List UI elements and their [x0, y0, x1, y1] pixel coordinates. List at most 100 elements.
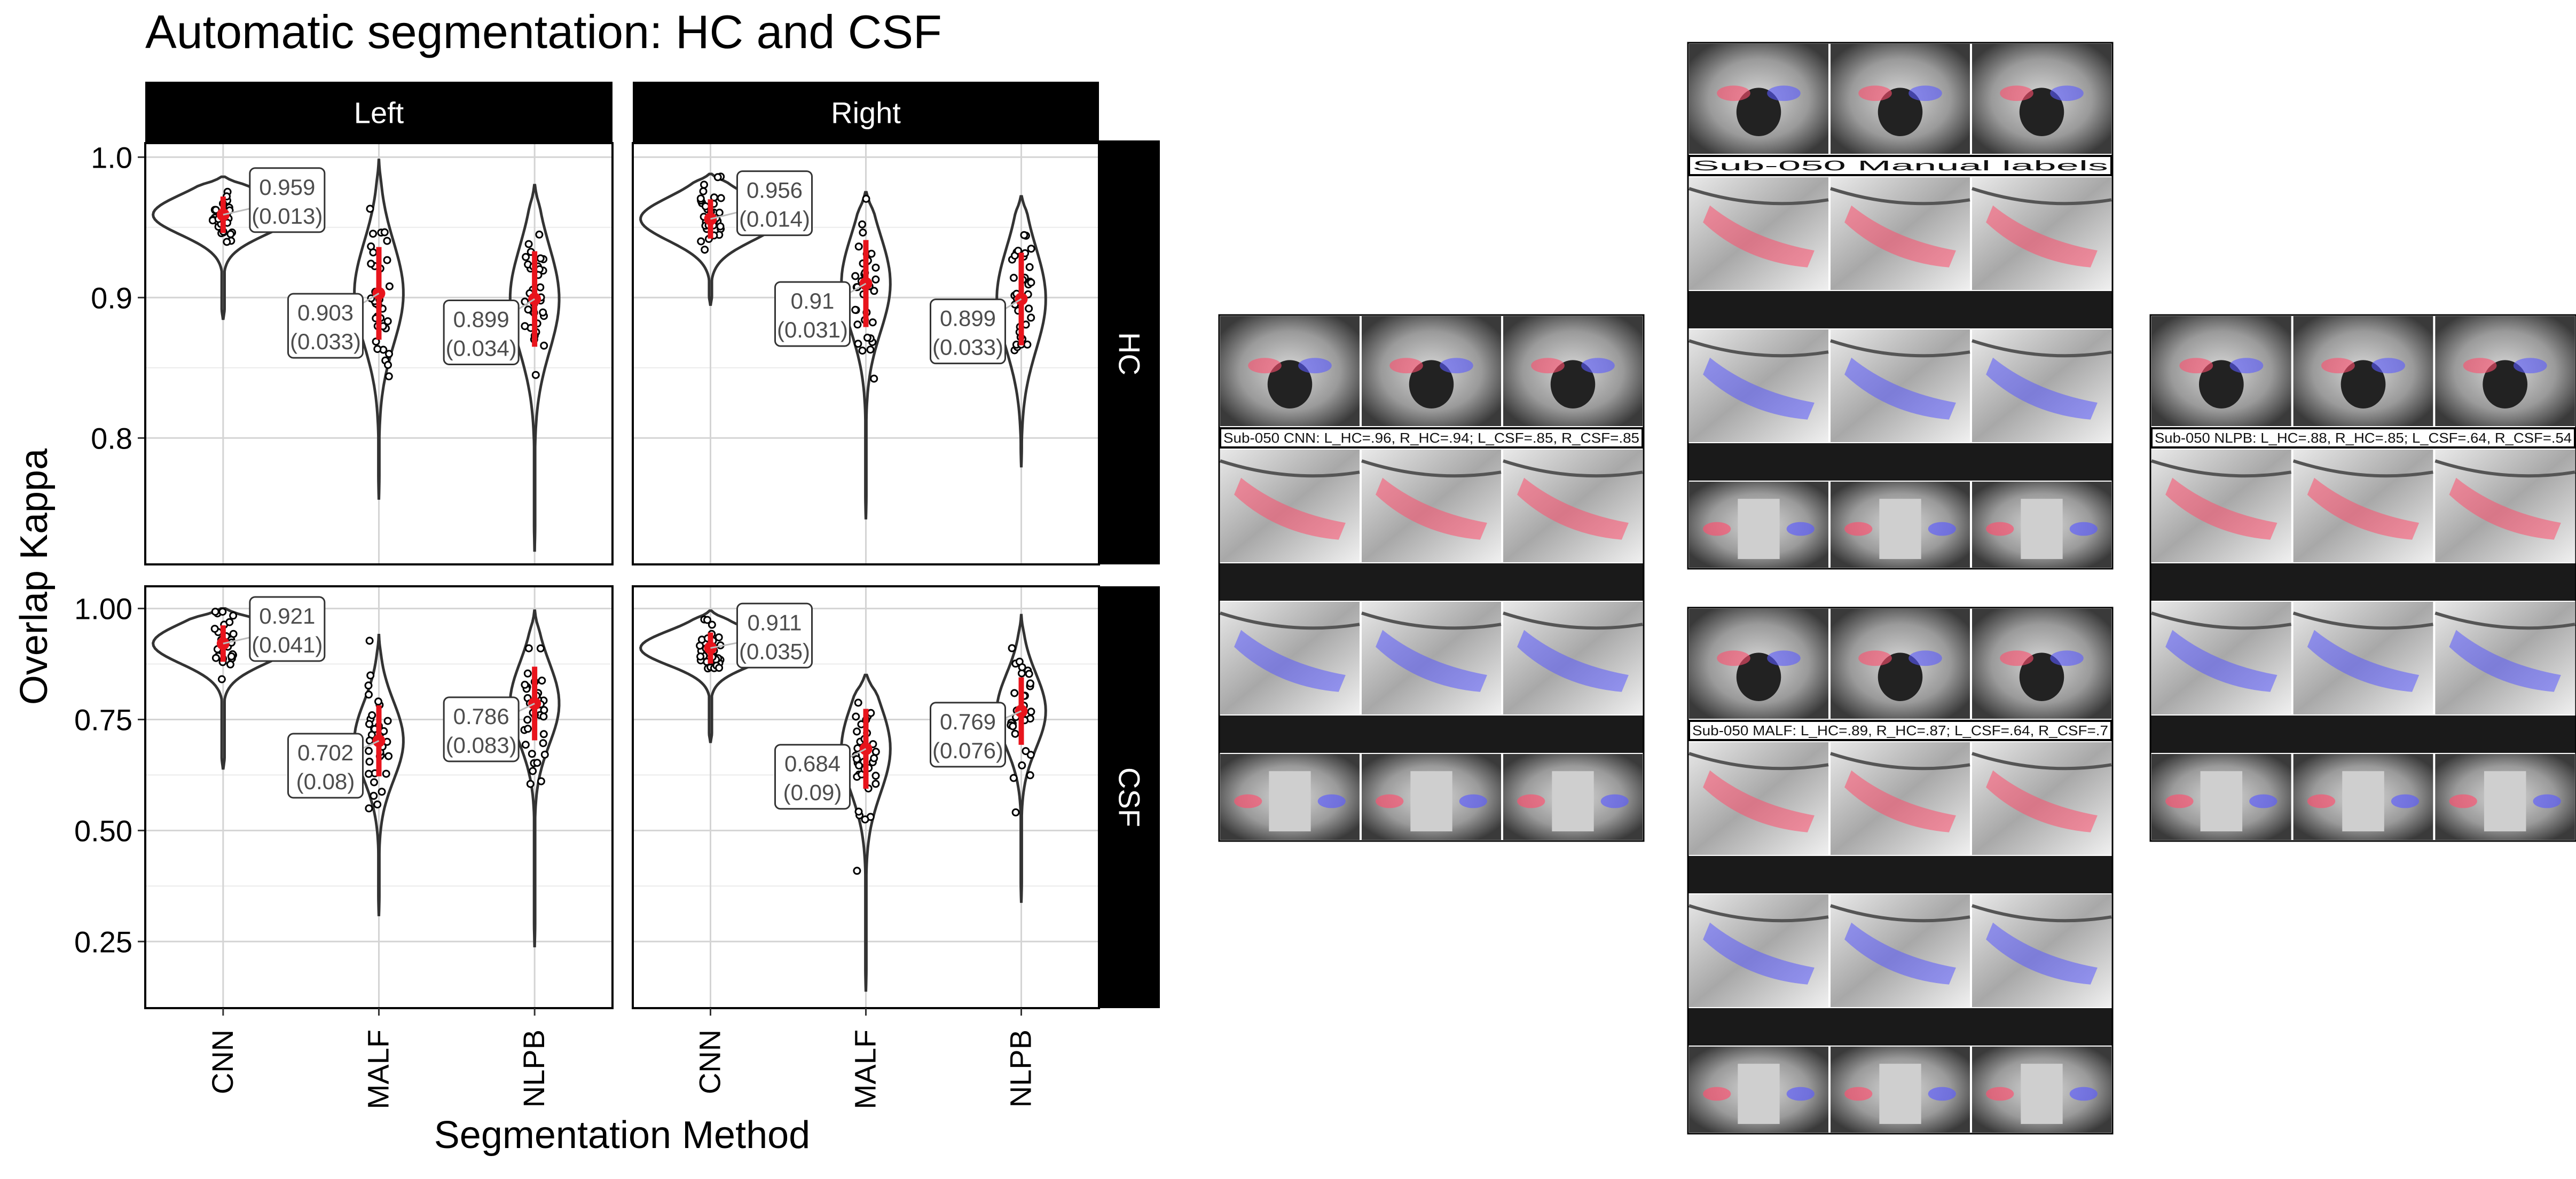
- y-axis-label: Overlap Kappa: [13, 448, 56, 705]
- data-point: [539, 739, 547, 748]
- midline: [1879, 499, 1921, 559]
- data-point: [1026, 751, 1035, 759]
- sulcus: [1972, 904, 2112, 923]
- data-point: [700, 180, 708, 189]
- image-panel-4: Sub-050 NLPB: L_HC=.88, R_HC=.85; L_CSF=…: [2149, 314, 2576, 842]
- data-point: [854, 698, 862, 707]
- data-point: [1008, 644, 1016, 653]
- data-point: [372, 337, 380, 346]
- left-label-overlay: [1703, 522, 1731, 536]
- facet-strip-label: CSF: [1113, 767, 1146, 827]
- x-tick-label: MALF: [849, 1029, 882, 1109]
- data-point: [526, 780, 535, 788]
- violin-malf: [840, 191, 892, 520]
- left-label-overlay: [1844, 522, 1873, 536]
- chart-facets: Left Right HC CSF 0.8 0.9 1.0 0.959 (0.013) 0.903…: [74, 82, 1160, 1109]
- data-point: [366, 205, 374, 213]
- data-point: [370, 791, 378, 800]
- sulcus: [1220, 459, 1360, 478]
- brainstem: [1267, 360, 1313, 409]
- violin-nlpb: [508, 609, 561, 948]
- data-point: [529, 767, 537, 775]
- data-point: [1027, 278, 1035, 287]
- data-point: [1009, 722, 1017, 730]
- value-label-box: [930, 702, 1006, 768]
- left-label-overlay: [2463, 358, 2497, 374]
- data-point: [1026, 771, 1034, 780]
- panel-border: [144, 142, 614, 565]
- data-point: [211, 608, 219, 616]
- sd-label: (0.033): [932, 335, 1003, 360]
- image-caption: Sub-050 CNN: L_HC=.96, R_HC=.94; L_CSF=.…: [1223, 430, 1639, 446]
- facet-strip-label: Left: [354, 96, 404, 130]
- sd-label: (0.08): [296, 769, 355, 794]
- mean-label: 0.921: [259, 603, 315, 628]
- data-point: [539, 308, 547, 317]
- x-tick-label: CNN: [206, 1029, 239, 1094]
- mean-label: 0.91: [791, 288, 835, 313]
- sulcus: [1830, 339, 1970, 358]
- midline: [2342, 771, 2384, 831]
- sd-label: (0.041): [252, 632, 323, 657]
- data-point: [384, 360, 392, 369]
- data-point: [385, 350, 393, 358]
- left-label-overlay: [1389, 358, 1423, 374]
- right-label-overlay: [1928, 1087, 1956, 1101]
- sulcus: [1688, 752, 1829, 771]
- value-label-box: [443, 300, 520, 366]
- midline: [2200, 771, 2243, 831]
- sulcus: [1220, 611, 1360, 630]
- data-point: [524, 240, 533, 248]
- sulcus: [1830, 187, 1970, 206]
- image-caption: Sub-050 Manual labels: [1692, 158, 2108, 174]
- data-point: [536, 254, 545, 263]
- data-point: [226, 230, 235, 238]
- data-point: [853, 867, 861, 875]
- data-point: [713, 173, 722, 182]
- brainstem: [1878, 653, 1923, 702]
- brainstem: [1878, 88, 1923, 137]
- hippocampus-label-overlay: [1844, 770, 1956, 832]
- data-point: [696, 653, 705, 661]
- sd-label: (0.034): [446, 336, 517, 361]
- brainstem: [1409, 360, 1454, 409]
- right-label-overlay: [2069, 1087, 2098, 1101]
- data-point: [383, 717, 392, 725]
- data-point: [871, 748, 880, 756]
- data-point: [370, 778, 378, 787]
- data-point: [226, 660, 234, 669]
- right-label-overlay: [2249, 794, 2277, 808]
- data-point: [1025, 670, 1033, 678]
- data-point: [365, 636, 374, 645]
- left-label-overlay: [2307, 794, 2336, 808]
- violin-malf: [840, 673, 892, 992]
- image-panel-border: [1687, 42, 2114, 570]
- data-point: [708, 620, 716, 629]
- data-point: [871, 275, 880, 284]
- violin-malf: [353, 634, 405, 916]
- data-point: [716, 222, 725, 231]
- right-label-overlay: [1581, 358, 1615, 374]
- value-label-box: [736, 602, 813, 669]
- data-point: [383, 256, 391, 264]
- facet-strip-csf: [1099, 586, 1160, 1008]
- data-point: [373, 345, 382, 353]
- hippocampus-label-overlay: [1703, 205, 1815, 268]
- image-panel-1: Sub-050 CNN: L_HC=.96, R_HC=.94; L_CSF=.…: [1218, 314, 1645, 842]
- mean-label: 0.899: [940, 306, 996, 331]
- sulcus: [1972, 187, 2112, 206]
- divider-bar: [1688, 443, 2112, 481]
- left-label-overlay: [1248, 358, 1282, 374]
- data-point: [867, 249, 876, 258]
- sd-label: (0.014): [739, 207, 810, 232]
- y-tick-label: 0.9: [91, 281, 132, 315]
- brainstem: [1736, 88, 1781, 137]
- value-label-box: [249, 596, 326, 662]
- data-point: [531, 371, 540, 379]
- value-label-box: [774, 744, 851, 810]
- data-point: [870, 374, 878, 383]
- left-label-overlay: [2321, 358, 2355, 374]
- y-tick-label: 0.50: [74, 814, 132, 847]
- chart-title: Automatic segmentation: HC and CSF: [145, 5, 942, 58]
- data-point: [539, 712, 548, 721]
